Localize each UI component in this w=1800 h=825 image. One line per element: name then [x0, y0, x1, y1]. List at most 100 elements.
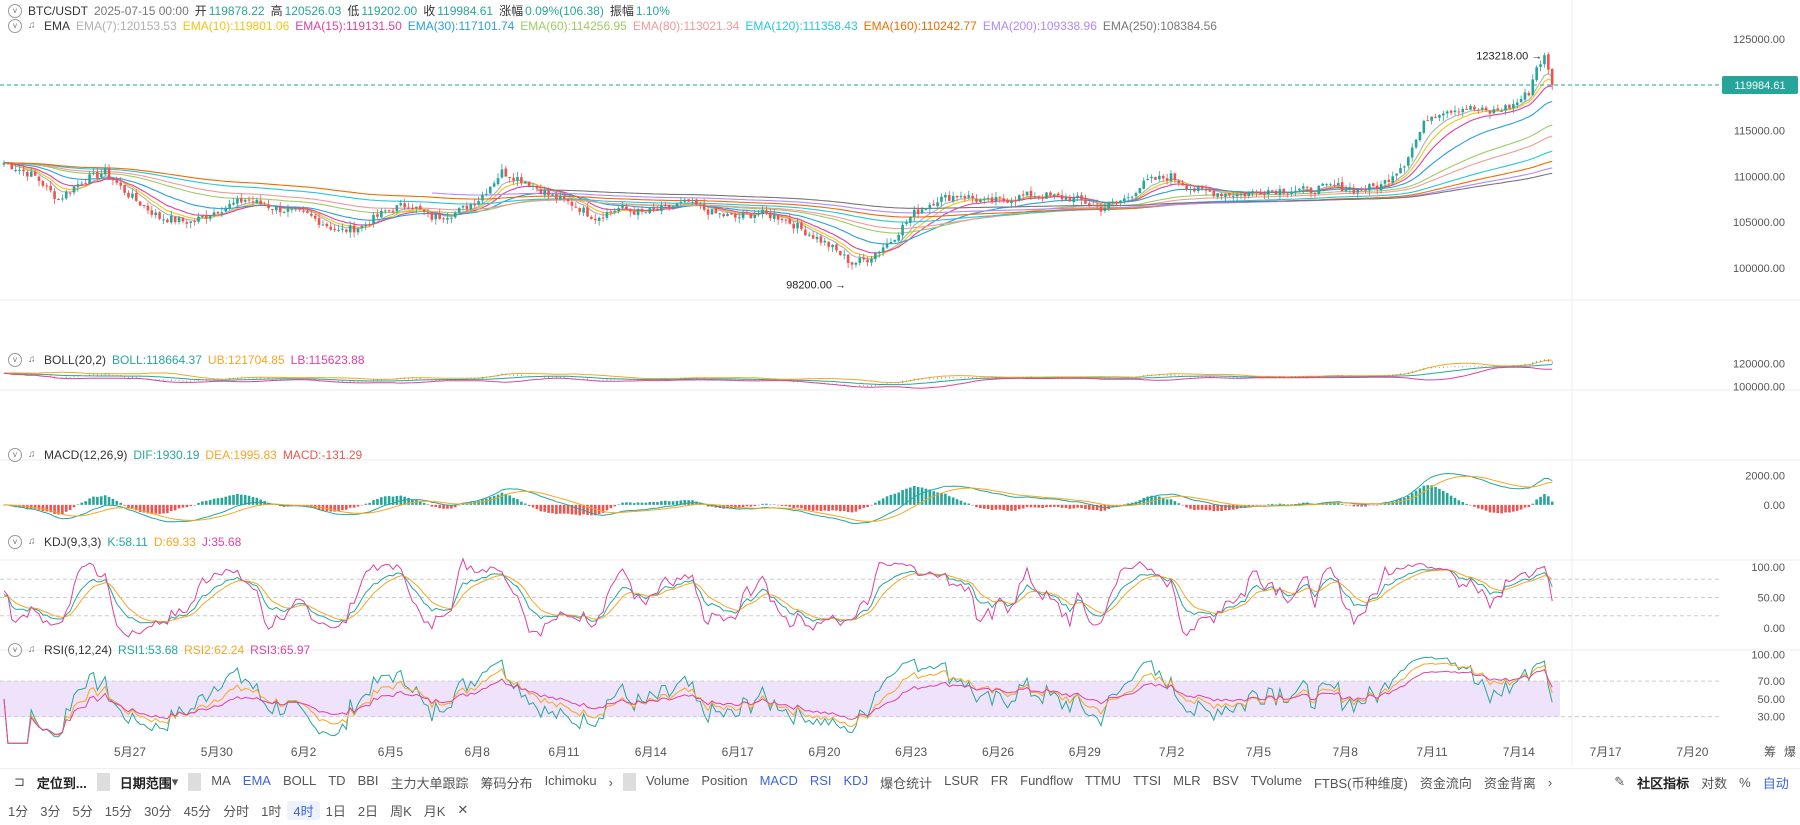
- main-indicator-item[interactable]: BBI: [357, 772, 379, 788]
- macd-tick-label: 0.00: [1764, 500, 1785, 512]
- macd-histogram-bar: [115, 500, 119, 505]
- log-toggle[interactable]: 对数: [1701, 775, 1728, 791]
- timeframe-option[interactable]: 45分: [183, 803, 212, 819]
- main-indicator-item[interactable]: MA: [211, 772, 231, 788]
- sub-indicator-item[interactable]: MLR: [1173, 772, 1201, 788]
- collapse-icon[interactable]: v: [8, 448, 22, 462]
- timeframe-option[interactable]: 分时: [223, 803, 250, 819]
- chevron-right-icon[interactable]: ›: [608, 774, 613, 790]
- community-indicator-button[interactable]: 社区指标: [1637, 775, 1690, 791]
- collapse-icon[interactable]: v: [8, 3, 22, 18]
- candle: [835, 244, 838, 251]
- rsi-title[interactable]: RSI(6,12,24): [44, 643, 113, 657]
- candle: [111, 178, 115, 181]
- sub-indicator-item[interactable]: BSV: [1212, 772, 1239, 788]
- macd-histogram-bar: [617, 504, 620, 505]
- timeframe-option[interactable]: 4时: [287, 800, 320, 820]
- timeframe-option[interactable]: 1日: [325, 803, 346, 819]
- collapse-icon[interactable]: v: [8, 353, 22, 367]
- candle: [1099, 207, 1103, 212]
- sub-indicator-item[interactable]: TTSI: [1132, 772, 1162, 788]
- bell-icon[interactable]: ♫: [28, 644, 36, 655]
- auto-toggle[interactable]: 自动: [1762, 775, 1789, 791]
- sub-indicator-item[interactable]: KDJ: [843, 772, 869, 788]
- sub-indicator-item[interactable]: 资金流向: [1419, 775, 1472, 791]
- sub-indicator-item[interactable]: FR: [990, 772, 1009, 788]
- date-range-button[interactable]: 日期范围: [119, 775, 172, 791]
- ema-title[interactable]: EMA: [44, 19, 71, 33]
- macd-histogram-bar: [597, 504, 601, 515]
- main-indicator-item[interactable]: 筹码分布: [480, 775, 533, 791]
- candle: [1247, 192, 1251, 196]
- kdj-title[interactable]: KDJ(9,3,3): [44, 535, 102, 549]
- chevron-down-icon[interactable]: ▾: [171, 774, 179, 789]
- boll-title[interactable]: BOLL(20,2): [44, 353, 107, 367]
- macd-histogram-bar: [197, 502, 200, 505]
- candle: [870, 258, 873, 263]
- timeframe-option[interactable]: 5分: [72, 803, 93, 819]
- macd-histogram-bar: [228, 495, 231, 505]
- collapse-icon[interactable]: v: [8, 535, 22, 549]
- sub-indicator-item[interactable]: 爆仓统计: [880, 775, 933, 791]
- main-indicator-item[interactable]: TD: [328, 772, 346, 788]
- sub-indicator-item[interactable]: Volume: [645, 772, 690, 788]
- timeframe-option[interactable]: 15分: [104, 803, 133, 819]
- timeframe-option[interactable]: 30分: [144, 803, 172, 819]
- macd-histogram-bar: [539, 504, 543, 512]
- macd-histogram-bar: [1150, 495, 1153, 505]
- locate-button[interactable]: 定位到...: [36, 775, 87, 791]
- main-indicator-item[interactable]: Ichimoku: [544, 772, 597, 788]
- macd-title[interactable]: MACD(12,26,9): [44, 448, 128, 462]
- sub-indicator-item[interactable]: Fundflow: [1020, 772, 1073, 788]
- candle: [1123, 198, 1126, 202]
- timeframe-option[interactable]: 周K: [390, 803, 412, 819]
- main-indicator-item[interactable]: EMA: [242, 772, 271, 788]
- sub-indicator-item[interactable]: Position: [701, 772, 748, 788]
- sub-indicator-item[interactable]: TTMU: [1084, 772, 1121, 788]
- macd-histogram-bar: [1527, 504, 1531, 508]
- candle: [485, 193, 488, 195]
- chevron-right-icon[interactable]: ›: [1547, 774, 1553, 790]
- macd-histogram-bar: [383, 496, 387, 505]
- bell-icon[interactable]: ♫: [28, 354, 36, 365]
- macd-histogram-bar: [986, 504, 990, 510]
- close-icon[interactable]: ✕: [457, 802, 469, 817]
- main-indicator-item[interactable]: 主力大单跟踪: [390, 775, 469, 791]
- candle: [1325, 184, 1328, 186]
- main-indicator-item[interactable]: BOLL: [282, 772, 317, 788]
- sub-indicator-item[interactable]: FTBS(币种维度): [1313, 775, 1408, 791]
- candle: [1025, 191, 1029, 196]
- sub-indicator-item[interactable]: 资金背离: [1483, 775, 1536, 791]
- percent-toggle[interactable]: %: [1739, 774, 1751, 790]
- bell-icon[interactable]: ♫: [28, 449, 36, 460]
- timeframe-option[interactable]: 月K: [423, 803, 446, 819]
- candle: [593, 218, 597, 221]
- macd-histogram-bar: [792, 504, 795, 509]
- candle: [706, 209, 710, 215]
- timeframe-option[interactable]: 1分: [8, 803, 29, 819]
- macd-histogram-bar: [640, 502, 644, 505]
- sub-indicator-item[interactable]: RSI: [809, 772, 832, 788]
- timeframe-option[interactable]: 2日: [357, 803, 379, 819]
- bell-icon[interactable]: ♫: [28, 536, 36, 547]
- candle: [535, 186, 539, 189]
- locate-icon[interactable]: ⊐: [14, 774, 25, 789]
- candle: [1154, 176, 1157, 180]
- macd-histogram-bar: [345, 504, 348, 510]
- open-value: 119878.22: [208, 3, 265, 18]
- bell-icon[interactable]: ♫: [28, 20, 36, 31]
- sub-indicator-item[interactable]: MACD: [759, 772, 798, 788]
- timeframe-option[interactable]: 3分: [40, 803, 61, 819]
- candle: [628, 209, 632, 212]
- candle: [1088, 203, 1091, 206]
- timeframe-option[interactable]: 1时: [261, 803, 282, 819]
- sub-indicator-item[interactable]: TVolume: [1250, 772, 1302, 788]
- candle: [831, 244, 834, 248]
- macd-histogram-bar: [1220, 504, 1223, 512]
- collapse-icon[interactable]: v: [8, 19, 22, 33]
- macd-histogram-bar: [1243, 504, 1247, 508]
- edit-icon[interactable]: ✎: [1614, 774, 1626, 789]
- collapse-icon[interactable]: v: [8, 643, 22, 657]
- sub-indicator-item[interactable]: LSUR: [944, 772, 979, 788]
